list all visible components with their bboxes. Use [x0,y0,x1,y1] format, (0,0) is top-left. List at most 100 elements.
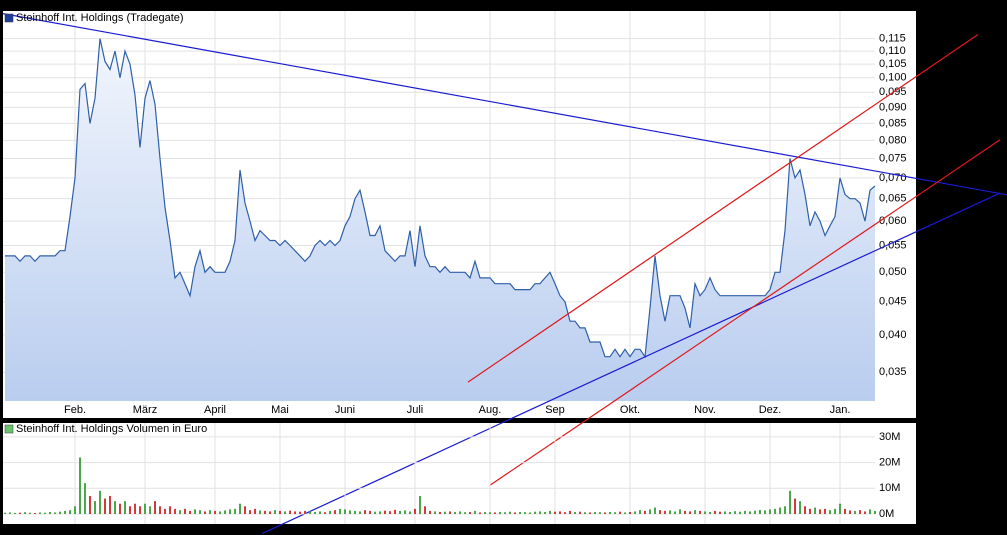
y-tick-label: 0,100 [879,72,907,84]
volume-bar [229,509,231,514]
volume-bar [39,512,41,514]
y-tick-label: 0,040 [879,329,907,341]
volume-bar [194,509,196,514]
volume-bar [284,511,286,514]
volume-bar [709,511,711,514]
volume-bar [344,509,346,514]
area-fill [5,38,875,401]
volume-bar [329,510,331,514]
legend-swatch [4,424,14,434]
volume-bar [754,510,756,514]
volume-bar [689,511,691,514]
volume-bar [829,510,831,514]
volume-bar [274,510,276,514]
volume-bar [9,512,11,514]
volume-bar [94,501,96,514]
volume-bar [314,511,316,514]
volume-bar [234,508,236,514]
volume-bar [134,503,136,514]
volume-bar [24,512,26,514]
x-tick-label: Mai [271,404,289,416]
volume-bar [104,498,106,514]
volume-bar [354,510,356,514]
volume-bar [189,510,191,514]
volume-bar [564,512,566,514]
trendline [261,192,1001,535]
volume-bar [739,511,741,514]
volume-bar [544,511,546,514]
volume-bar [259,510,261,514]
volume-bar [279,510,281,514]
volume-bar [304,510,306,514]
price-line [5,38,876,359]
x-tick-label: Aug. [479,404,502,416]
volume-bar [414,508,416,514]
y-tick-label: 0,045 [879,296,907,308]
volume-bar [779,507,781,514]
volume-bar [424,506,426,514]
y-tick-label: 0,070 [879,172,907,184]
volume-bar [464,512,466,514]
volume-bar [824,508,826,514]
volume-bar [139,506,141,514]
volume-bar [264,510,266,514]
volume-bar [144,503,146,514]
volume-bar [854,510,856,514]
volume-bar [529,512,531,514]
trendline [2,13,1007,196]
y-tick-label: 0,080 [879,134,907,146]
volume-bar [714,510,716,514]
volume-bar [74,506,76,514]
volume-bar [624,512,626,514]
volume-bar [539,511,541,514]
y-tick-label: 0,110 [879,45,906,57]
volume-bar [844,508,846,514]
volume-bar [34,512,36,514]
volume-bar [164,508,166,514]
volume-bar [439,511,441,514]
volume-bar [339,508,341,514]
volume-bar [679,509,681,514]
volume-bar [524,512,526,514]
plot-layer: 0,035 0,040 0,045 0,050 0,055 0,060 0,065 0,070… [2,11,1007,535]
y-tick-label: 0,060 [879,215,907,227]
volume-bar [44,512,46,514]
volume-bar [814,507,816,514]
trendline [467,33,979,383]
volume-bar [289,510,291,514]
volume-bar [429,510,431,514]
y-tick-label: 0,055 [879,239,907,251]
volume-bar [269,511,271,514]
volume-bar [374,511,376,514]
volume-bar [349,510,351,514]
volume-bar [684,510,686,514]
volume-bar [49,511,51,514]
volume-bar [309,511,311,514]
volume-bar [174,508,176,514]
volume-bar [654,507,656,514]
volume-bar [434,511,436,514]
volume-bar [574,511,576,514]
volume-bar [224,510,226,514]
x-tick-label: Nov. [694,404,716,416]
volume-bar [334,510,336,514]
y-tick-label: 30M [879,431,900,443]
volume-bar [119,503,121,514]
volume-bar [514,512,516,514]
volume-bar [504,512,506,514]
x-tick-label: März [133,404,157,416]
volume-bar [154,501,156,514]
volume-bar [789,490,791,514]
volume-bar [509,511,511,514]
x-tick-label: Juli [407,404,424,416]
volume-bar [454,511,456,514]
volume-bar [609,511,611,514]
volume-bar [409,511,411,514]
volume-bar [729,511,731,514]
volume-bar [64,510,66,514]
y-tick-label: 10M [879,482,900,494]
volume-bar [569,510,571,514]
volume-bar [799,501,801,514]
volume-bar [124,501,126,514]
volume-bar [604,512,606,514]
